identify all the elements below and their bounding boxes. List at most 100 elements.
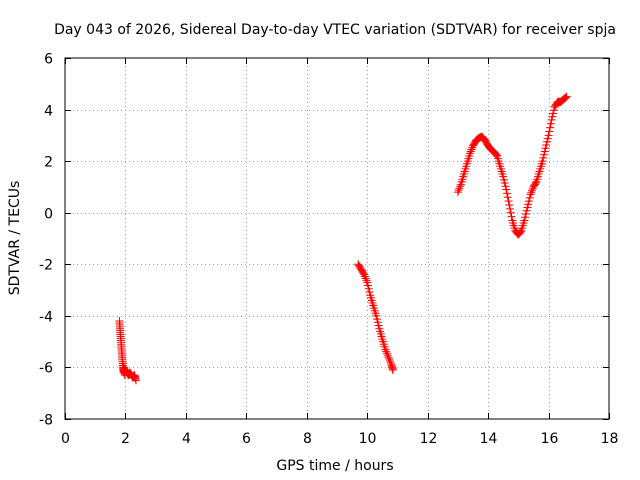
y-tick-label: -8 [39, 413, 53, 429]
data-point [562, 92, 571, 101]
x-tick-label: 14 [480, 431, 498, 447]
y-tick-label: -4 [39, 310, 53, 326]
x-tick-label: 16 [541, 431, 559, 447]
y-tick-label: 0 [44, 207, 53, 223]
data-point-interp [515, 228, 524, 237]
data-point-interp [506, 204, 515, 213]
x-tick-label: 12 [420, 431, 438, 447]
series-segment-1 [115, 317, 141, 385]
data-point [381, 345, 390, 354]
data-point-interp [500, 179, 509, 188]
data-point [544, 131, 553, 140]
data-point-interp [456, 182, 465, 191]
series-segment-2 [354, 260, 397, 375]
data-point-interp [549, 106, 558, 115]
data-point-interp [382, 349, 391, 358]
data-point-interp [491, 150, 500, 159]
data-point-interp [468, 143, 477, 152]
data-point-interp [521, 210, 530, 219]
data-point [388, 366, 397, 375]
data-point-interp [507, 212, 516, 221]
data-point-interp [528, 184, 537, 193]
data-point-interp [501, 182, 510, 191]
y-axis-label: SDTVAR / TECUs [7, 181, 23, 296]
data-point [372, 311, 381, 320]
data-point-interp [540, 150, 549, 159]
grid-lines [65, 58, 609, 419]
data-point [363, 278, 372, 287]
data-point-interp [455, 184, 464, 193]
data-point [541, 144, 550, 153]
y-tick-label: 6 [44, 52, 53, 68]
data-point-interp [499, 175, 508, 184]
x-tick-label: 10 [359, 431, 377, 447]
data-point-interp [373, 315, 382, 324]
data-point-interp [527, 188, 536, 197]
x-axis-label: GPS time / hours [276, 458, 393, 474]
data-point-interp [539, 153, 548, 162]
data-point [538, 157, 547, 166]
data-point-interp [382, 347, 391, 356]
data-point-interp [543, 134, 552, 143]
data-point-interp [543, 137, 552, 146]
data-point-interp [361, 274, 370, 283]
data-point [384, 353, 393, 362]
data-point [523, 203, 532, 212]
data-point [547, 115, 556, 124]
axis-ticks: 0 2 4 6 8 10 12 14 16 18 -8 -6 -4 -2 0 2 4 6 [39, 52, 618, 448]
data-point [499, 172, 508, 181]
data-point-interp [542, 141, 551, 150]
data-point-interp [561, 93, 570, 102]
data-point-interp [525, 193, 534, 202]
data-point-interp [360, 272, 369, 281]
data-point [526, 190, 535, 199]
data-point-interp [467, 145, 476, 154]
data-point [360, 270, 369, 279]
data-point-interp [531, 179, 540, 188]
x-tick-label: 6 [242, 431, 251, 447]
data-point-interp [362, 276, 371, 285]
data-point-interp [546, 123, 555, 132]
data-point-interp [383, 351, 392, 360]
data-point-interp [506, 208, 515, 217]
data-point-interp [359, 269, 368, 278]
data-point-interp [374, 321, 383, 330]
data-point-interp [524, 200, 533, 209]
data-point [132, 376, 141, 385]
data-point-interp [385, 356, 394, 365]
data-point-interp [549, 109, 558, 118]
data-point-interp [521, 213, 530, 222]
data-point-interp [503, 189, 511, 198]
data-point-interp [503, 193, 512, 202]
x-tick-label: 2 [121, 431, 130, 447]
chart-title: Day 043 of 2026, Sidereal Day-to-day VTE… [54, 22, 616, 38]
data-point-interp [364, 284, 373, 293]
data-point-interp [365, 288, 374, 297]
data-point-interp [516, 227, 525, 236]
x-tick-label: 8 [303, 431, 312, 447]
data-points [115, 92, 571, 385]
data-point-interp [363, 281, 372, 290]
data-point-interp [545, 127, 554, 136]
plot-frame [64, 57, 610, 420]
data-point-interp [561, 93, 570, 102]
data-point-interp [522, 206, 531, 215]
x-tick-label: 0 [61, 431, 70, 447]
data-point-interp [466, 147, 475, 156]
data-point-interp [385, 355, 394, 364]
y-tick-label: 4 [44, 104, 53, 120]
data-point [505, 200, 514, 209]
y-tick-label: 2 [44, 155, 53, 171]
data-point [465, 149, 474, 158]
data-point-interp [548, 112, 557, 121]
y-tick-label: -6 [39, 361, 53, 377]
x-tick-label: 4 [182, 431, 191, 447]
data-point-interp [504, 197, 513, 206]
data-point [453, 188, 462, 197]
data-point-interp [373, 318, 382, 327]
x-tick-label: 18 [601, 431, 619, 447]
data-point-interp [454, 186, 463, 195]
data-point [520, 216, 529, 225]
